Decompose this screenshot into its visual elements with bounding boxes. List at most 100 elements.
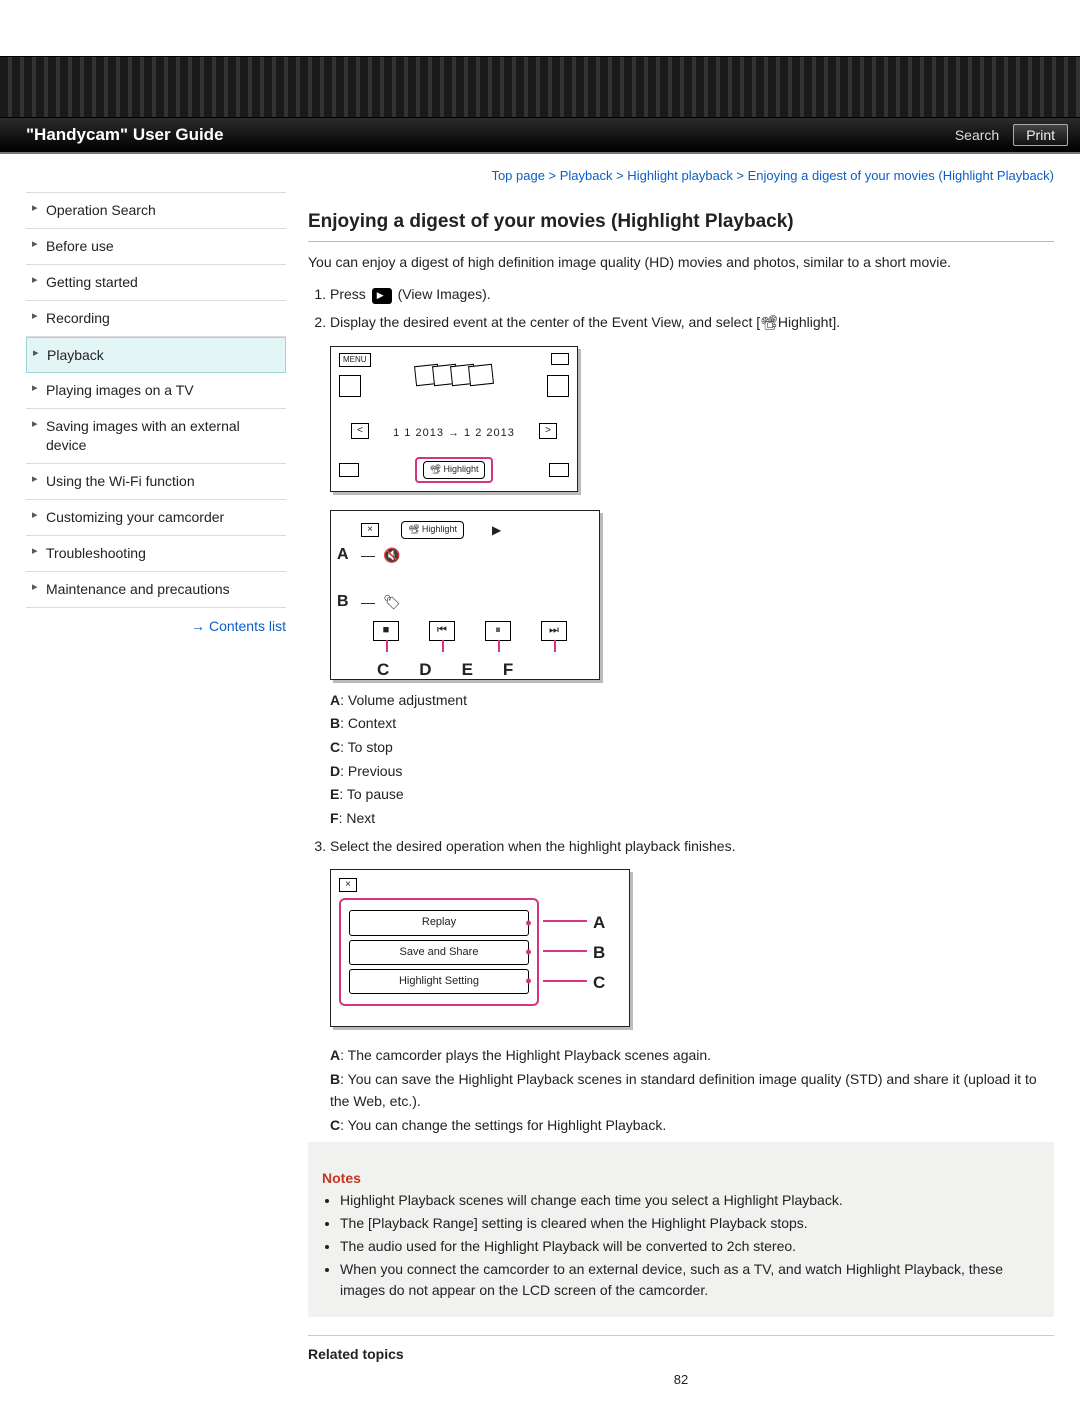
legend-key: D — [330, 763, 340, 779]
option-highlight-setting: Highlight Setting — [349, 969, 529, 994]
label-c: C — [593, 970, 605, 996]
notes-list: Highlight Playback scenes will change ea… — [322, 1190, 1040, 1301]
legend-val: : You can change the settings for Highli… — [340, 1117, 666, 1133]
nav-operation-search[interactable]: Operation Search — [26, 193, 286, 229]
nav-recording[interactable]: Recording — [26, 301, 286, 337]
legend-key: E — [330, 786, 339, 802]
sidebar: Operation Search Before use Getting star… — [26, 168, 286, 1387]
nav-label: Customizing your camcorder — [46, 509, 224, 525]
figure-playback-controls: × 📽 Highlight ▶ A — 🔇 B — 🏷 — [330, 510, 600, 680]
nav-playback[interactable]: Playback — [26, 337, 286, 374]
step-3: Select the desired operation when the hi… — [330, 836, 1054, 1136]
nav-saving-external[interactable]: Saving images with an external device — [26, 409, 286, 464]
notes-box: Notes Highlight Playback scenes will cha… — [308, 1142, 1054, 1317]
contents-list-link[interactable]: →Contents list — [26, 618, 286, 634]
figure-finish-options: × Replay Save and Share Highlight Settin… — [330, 869, 630, 1027]
legend-2: A: The camcorder plays the Highlight Pla… — [330, 1045, 1054, 1136]
nav-before-use[interactable]: Before use — [26, 229, 286, 265]
view-images-icon — [372, 288, 392, 304]
nav-playing-tv[interactable]: Playing images on a TV — [26, 373, 286, 409]
close-icon: × — [339, 878, 357, 892]
prev-icon: ⏮ — [429, 621, 455, 641]
label-f: F — [503, 657, 513, 683]
note-item: When you connect the camcorder to an ext… — [340, 1259, 1040, 1301]
fig-menu-label: MENU — [339, 353, 371, 367]
nav-label: Operation Search — [46, 202, 156, 218]
fig-thumb-right — [547, 375, 569, 397]
options-group: Replay Save and Share Highlight Setting — [339, 898, 539, 1005]
play-icon: ▶ — [492, 521, 501, 540]
note-item: The audio used for the Highlight Playbac… — [340, 1236, 1040, 1257]
deco-top-stripes — [0, 56, 1080, 118]
step-1-text-a: Press — [330, 286, 370, 302]
nav-troubleshooting[interactable]: Troubleshooting — [26, 536, 286, 572]
nav-label: Using the Wi-Fi function — [46, 473, 195, 489]
nav-label: Maintenance and precautions — [46, 581, 230, 597]
fig-highlight-button: 📽 Highlight — [423, 461, 486, 479]
print-button[interactable]: Print — [1013, 124, 1068, 146]
label-a: A — [593, 910, 605, 936]
label-b: B — [337, 590, 353, 615]
legend-val: : Context — [340, 715, 396, 731]
nav-label: Getting started — [46, 274, 138, 290]
nav-list: Operation Search Before use Getting star… — [26, 192, 286, 608]
stop-icon: ■ — [373, 621, 399, 641]
legend-val: : Next — [339, 810, 376, 826]
fig-top-right-icon — [551, 353, 569, 365]
step-1: Press (View Images). — [330, 284, 1054, 306]
nav-getting-started[interactable]: Getting started — [26, 265, 286, 301]
guide-title: "Handycam" User Guide — [26, 125, 955, 145]
legend-val: : To stop — [340, 739, 393, 755]
legend-key: B — [330, 715, 340, 731]
page-title: Enjoying a digest of your movies (Highli… — [308, 211, 1054, 242]
step-1-text-b: (View Images). — [394, 286, 491, 302]
option-replay: Replay — [349, 910, 529, 935]
fig-highlight-callout: 📽 Highlight — [415, 457, 494, 483]
legend-val: : The camcorder plays the Highlight Play… — [340, 1047, 711, 1063]
legend-1: A: Volume adjustment B: Context C: To st… — [330, 690, 1054, 830]
nav-label: Playback — [47, 347, 104, 363]
breadcrumb[interactable]: Top page > Playback > Highlight playback… — [308, 168, 1054, 183]
legend-key: F — [330, 810, 339, 826]
legend-key: A — [330, 692, 340, 708]
related-topics-heading: Related topics — [308, 1346, 1054, 1362]
nav-label: Playing images on a TV — [46, 382, 194, 398]
fig-thumb-left — [339, 375, 361, 397]
close-icon: × — [361, 523, 379, 537]
pause-icon: ⏸ — [485, 621, 511, 641]
step-3-text: Select the desired operation when the hi… — [330, 838, 735, 854]
legend-val: : You can save the Highlight Playback sc… — [330, 1071, 1037, 1109]
nav-label: Recording — [46, 310, 110, 326]
figure-event-view: MENU < 1 1 2013 → 1 2 2013 > 📽 Highlight — [330, 346, 578, 492]
fig-bl-icon — [339, 463, 359, 477]
title-bar: "Handycam" User Guide Search Print — [0, 118, 1080, 154]
fig-br-icon — [549, 463, 569, 477]
option-label: Highlight Setting — [399, 975, 479, 987]
steps-list: Press (View Images). Display the desired… — [308, 284, 1054, 1136]
contents-list-label: Contents list — [209, 618, 286, 634]
context-icon: 🏷 — [383, 592, 401, 614]
nav-maintenance[interactable]: Maintenance and precautions — [26, 572, 286, 608]
option-save-share: Save and Share — [349, 940, 529, 965]
line-icon: — — [361, 592, 375, 614]
search-link[interactable]: Search — [955, 127, 999, 143]
option-label: Save and Share — [400, 946, 479, 958]
nav-customizing[interactable]: Customizing your camcorder — [26, 500, 286, 536]
note-item: The [Playback Range] setting is cleared … — [340, 1213, 1040, 1234]
legend-key: A — [330, 1047, 340, 1063]
fig-tile-group — [418, 365, 490, 392]
legend-val: : Previous — [340, 763, 402, 779]
next-icon: ⏭ — [541, 621, 567, 641]
nav-label: Before use — [46, 238, 114, 254]
label-c: C — [377, 657, 389, 683]
line-icon: — — [361, 545, 375, 567]
intro-text: You can enjoy a digest of high definitio… — [308, 252, 1054, 272]
fig-highlight-pill: 📽 Highlight — [401, 521, 464, 539]
option-label: Replay — [422, 916, 456, 928]
volume-icon: 🔇 — [383, 545, 400, 567]
notes-heading: Notes — [322, 1170, 1040, 1186]
nav-wifi[interactable]: Using the Wi-Fi function — [26, 464, 286, 500]
arrow-icon: → — [191, 618, 205, 634]
step-2-text: Display the desired event at the center … — [330, 314, 840, 330]
step-2: Display the desired event at the center … — [330, 312, 1054, 830]
